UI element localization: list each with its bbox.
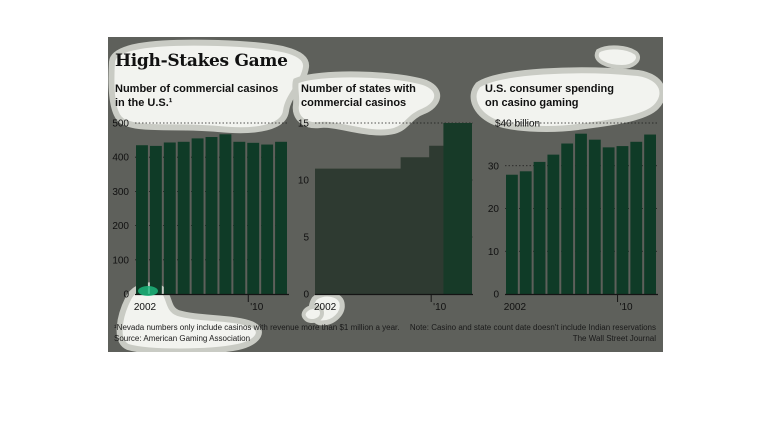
- accent-glow: [138, 286, 158, 296]
- panel2-plot: 0 5 10 15 2002 '10: [298, 119, 473, 313]
- panel2-ytick-label: 0: [303, 290, 309, 301]
- publisher-credit: The Wall Street Journal: [572, 334, 656, 343]
- panel3-bar: [602, 147, 615, 294]
- panel1-title-line2: in the U.S.¹: [115, 97, 173, 109]
- panel1-bar: [205, 137, 218, 294]
- highlight-blobs: [108, 39, 663, 352]
- panel3-bar: [644, 134, 656, 294]
- panel2-title-highlight-blob: [292, 71, 440, 136]
- panel3-ytick-label: 30: [488, 161, 500, 172]
- panel1-title: Number of commercial casinos in the U.S.…: [115, 82, 278, 110]
- panel2-ytick-label: 5: [303, 233, 309, 244]
- panel3-bar: [575, 133, 587, 294]
- panel3-title-line1: U.S. consumer spending: [485, 83, 614, 95]
- panel1-plot: 0 100 200 300 400 500 2002 '10: [112, 119, 289, 313]
- panel3-bar: [533, 161, 546, 294]
- chart-figure: 0 100 200 300 400 500 2002 '10 0 5 10 15 2002 '10 0 10 2…: [108, 37, 663, 352]
- panel2-area: [315, 123, 472, 294]
- panel3-bar: [616, 146, 629, 294]
- panel2-area-recent: [443, 123, 472, 294]
- panel1-bar: [261, 144, 274, 294]
- panel1-ytick-label: 500: [112, 119, 129, 130]
- panel3-title: U.S. consumer spending on casino gaming: [485, 82, 614, 110]
- panel2-title-line1: Number of states with: [301, 83, 416, 95]
- panel3-bar: [630, 141, 643, 294]
- panel3-bar: [519, 171, 532, 294]
- title-highlight-blob: [108, 39, 310, 134]
- source-note: Source: American Gaming Association: [114, 334, 251, 343]
- panel1-bar: [136, 145, 148, 294]
- panel2-ytick-label: 10: [298, 176, 310, 187]
- panel3-ytick-label: 20: [488, 204, 500, 215]
- panel1-bar: [149, 145, 162, 294]
- panel1-xtick-label: 2002: [134, 302, 157, 313]
- panel3-bar: [588, 139, 601, 294]
- figure-title: High-Stakes Game: [115, 51, 288, 71]
- panel3-bar: [506, 174, 518, 294]
- panel3-plot: 0 10 20 30 $40 billion 2002 '10: [488, 119, 658, 313]
- panel1-ytick-label: 400: [112, 153, 129, 164]
- panel2-title-line2: commercial casinos: [301, 97, 407, 109]
- casino-count-note: Note: Casino and state count date doesn'…: [409, 323, 656, 332]
- panel1-bar: [177, 141, 190, 294]
- panel1-bar: [219, 134, 232, 294]
- panel2-title: Number of states with commercial casinos: [301, 82, 416, 110]
- panel1-bar: [233, 141, 246, 294]
- panel1-ytick-label: 200: [112, 221, 129, 232]
- panel3-xtick-label: '10: [620, 302, 633, 313]
- panel1-bar: [191, 138, 204, 294]
- footnote-nevada: ¹Nevada numbers only include casinos wit…: [114, 323, 400, 332]
- small-highlight-blob: [301, 304, 325, 323]
- panel3-bar: [547, 154, 560, 294]
- panel1-bar: [247, 142, 260, 294]
- panel3-title-highlight-blob: [470, 67, 663, 132]
- panel2-xtick-label: 2002: [314, 302, 337, 313]
- panel3-bar: [561, 143, 574, 294]
- panel3-ytick-label: 0: [493, 290, 499, 301]
- panel1-bar: [275, 141, 287, 294]
- panel1-ytick-label: 300: [112, 187, 129, 198]
- panel2-ytick-label: 15: [298, 119, 310, 130]
- top-right-highlight-blob: [594, 45, 641, 70]
- panel1-ytick-label: 0: [123, 290, 129, 301]
- panel2-xtick-label: '10: [433, 302, 446, 313]
- panel1-bar: [163, 142, 176, 294]
- panel1-ytick-label: 100: [112, 255, 129, 266]
- panel1-xtick-label: '10: [250, 302, 263, 313]
- panel3-ytick-label: 10: [488, 247, 500, 258]
- panel3-title-line2: on casino gaming: [485, 97, 579, 109]
- panel3-xtick-label: 2002: [504, 302, 527, 313]
- panel3-ytick-label: $40 billion: [495, 119, 540, 130]
- chart-canvas: 0 100 200 300 400 500 2002 '10 0 5 10 15 2002 '10 0 10 2…: [108, 39, 663, 352]
- panel1-title-line1: Number of commercial casinos: [115, 83, 279, 95]
